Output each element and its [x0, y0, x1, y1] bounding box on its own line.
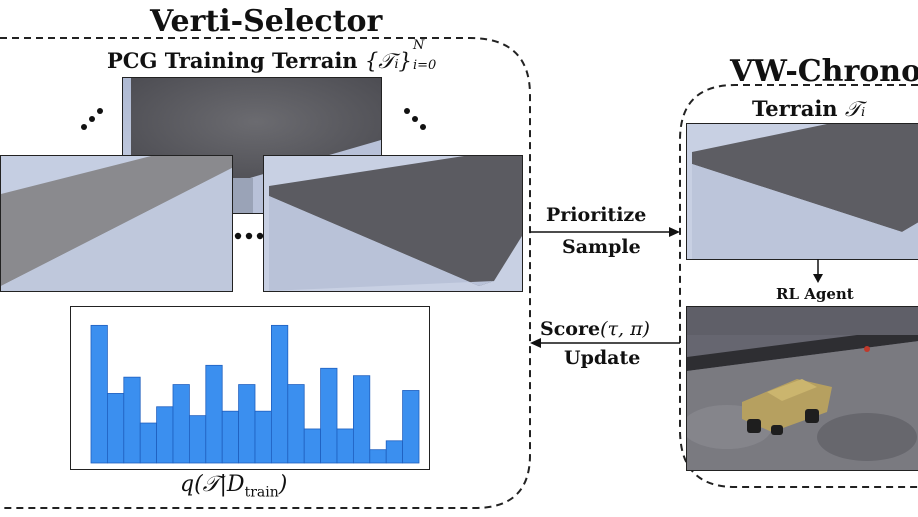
terrain-label-math: 𝒯ᵢ	[844, 97, 866, 121]
pcg-label-text: PCG Training Terrain	[107, 48, 358, 73]
histogram-label-close: )	[278, 472, 288, 497]
prioritize-label: Prioritize	[546, 204, 647, 226]
histogram-bar	[90, 324, 108, 464]
histogram-bar	[402, 390, 420, 464]
histogram-bar	[172, 384, 190, 464]
score-args: (τ, π)	[600, 318, 650, 340]
rl-agent-label: RL Agent	[776, 285, 854, 303]
terrain-panel-rough	[263, 155, 523, 292]
pcg-label-sub: i=0	[412, 58, 437, 73]
ellipsis-middle	[234, 232, 264, 240]
selected-terrain-panel	[686, 123, 918, 260]
histogram-bar	[205, 364, 223, 464]
vw-chrono-title: VW-Chrono	[730, 54, 918, 89]
pcg-label-set: {𝒯ᵢ}	[364, 49, 412, 73]
terrain-panel-flat	[0, 155, 233, 292]
histogram-bar	[107, 393, 125, 464]
histogram-bar	[320, 367, 338, 464]
histogram-bar	[123, 376, 141, 464]
ellipsis-right	[404, 108, 426, 130]
vehicle-icon	[742, 379, 832, 435]
score-label: Score(τ, π)	[540, 318, 650, 340]
histogram-bar	[369, 449, 387, 464]
histogram-bar	[254, 410, 272, 464]
histogram-label-main: q(𝒯|D	[180, 472, 245, 497]
sample-label: Sample	[562, 236, 641, 258]
prioritize-arrow	[530, 227, 680, 237]
histogram-bar	[270, 324, 289, 464]
histogram-bar	[189, 415, 207, 464]
histogram-label: q(𝒯|Dtrain)	[180, 472, 287, 500]
histogram-frame	[70, 306, 430, 470]
score-text: Score	[540, 318, 601, 340]
agent-arrow	[813, 259, 823, 283]
histogram-bar	[139, 422, 157, 464]
histogram-bar	[156, 406, 174, 464]
terrain-label-text: Terrain	[752, 96, 838, 121]
update-label: Update	[564, 347, 641, 369]
ellipsis-left	[81, 108, 103, 130]
rl-agent-panel	[686, 306, 918, 471]
update-arrow	[530, 338, 680, 348]
histogram-bar	[221, 410, 239, 464]
histogram-bar	[238, 384, 256, 464]
histogram-chart	[90, 324, 420, 464]
pcg-label-sup: N	[412, 38, 425, 53]
histogram-bar	[303, 428, 321, 464]
histogram-bar	[336, 428, 354, 464]
histogram-bar	[352, 375, 371, 464]
histogram-bar	[287, 384, 305, 464]
terrain-ti-label: Terrain 𝒯ᵢ	[752, 96, 865, 122]
histogram-label-sub: train	[244, 484, 279, 501]
verti-selector-title: Verti-Selector	[150, 4, 383, 39]
histogram-bar	[385, 440, 404, 464]
